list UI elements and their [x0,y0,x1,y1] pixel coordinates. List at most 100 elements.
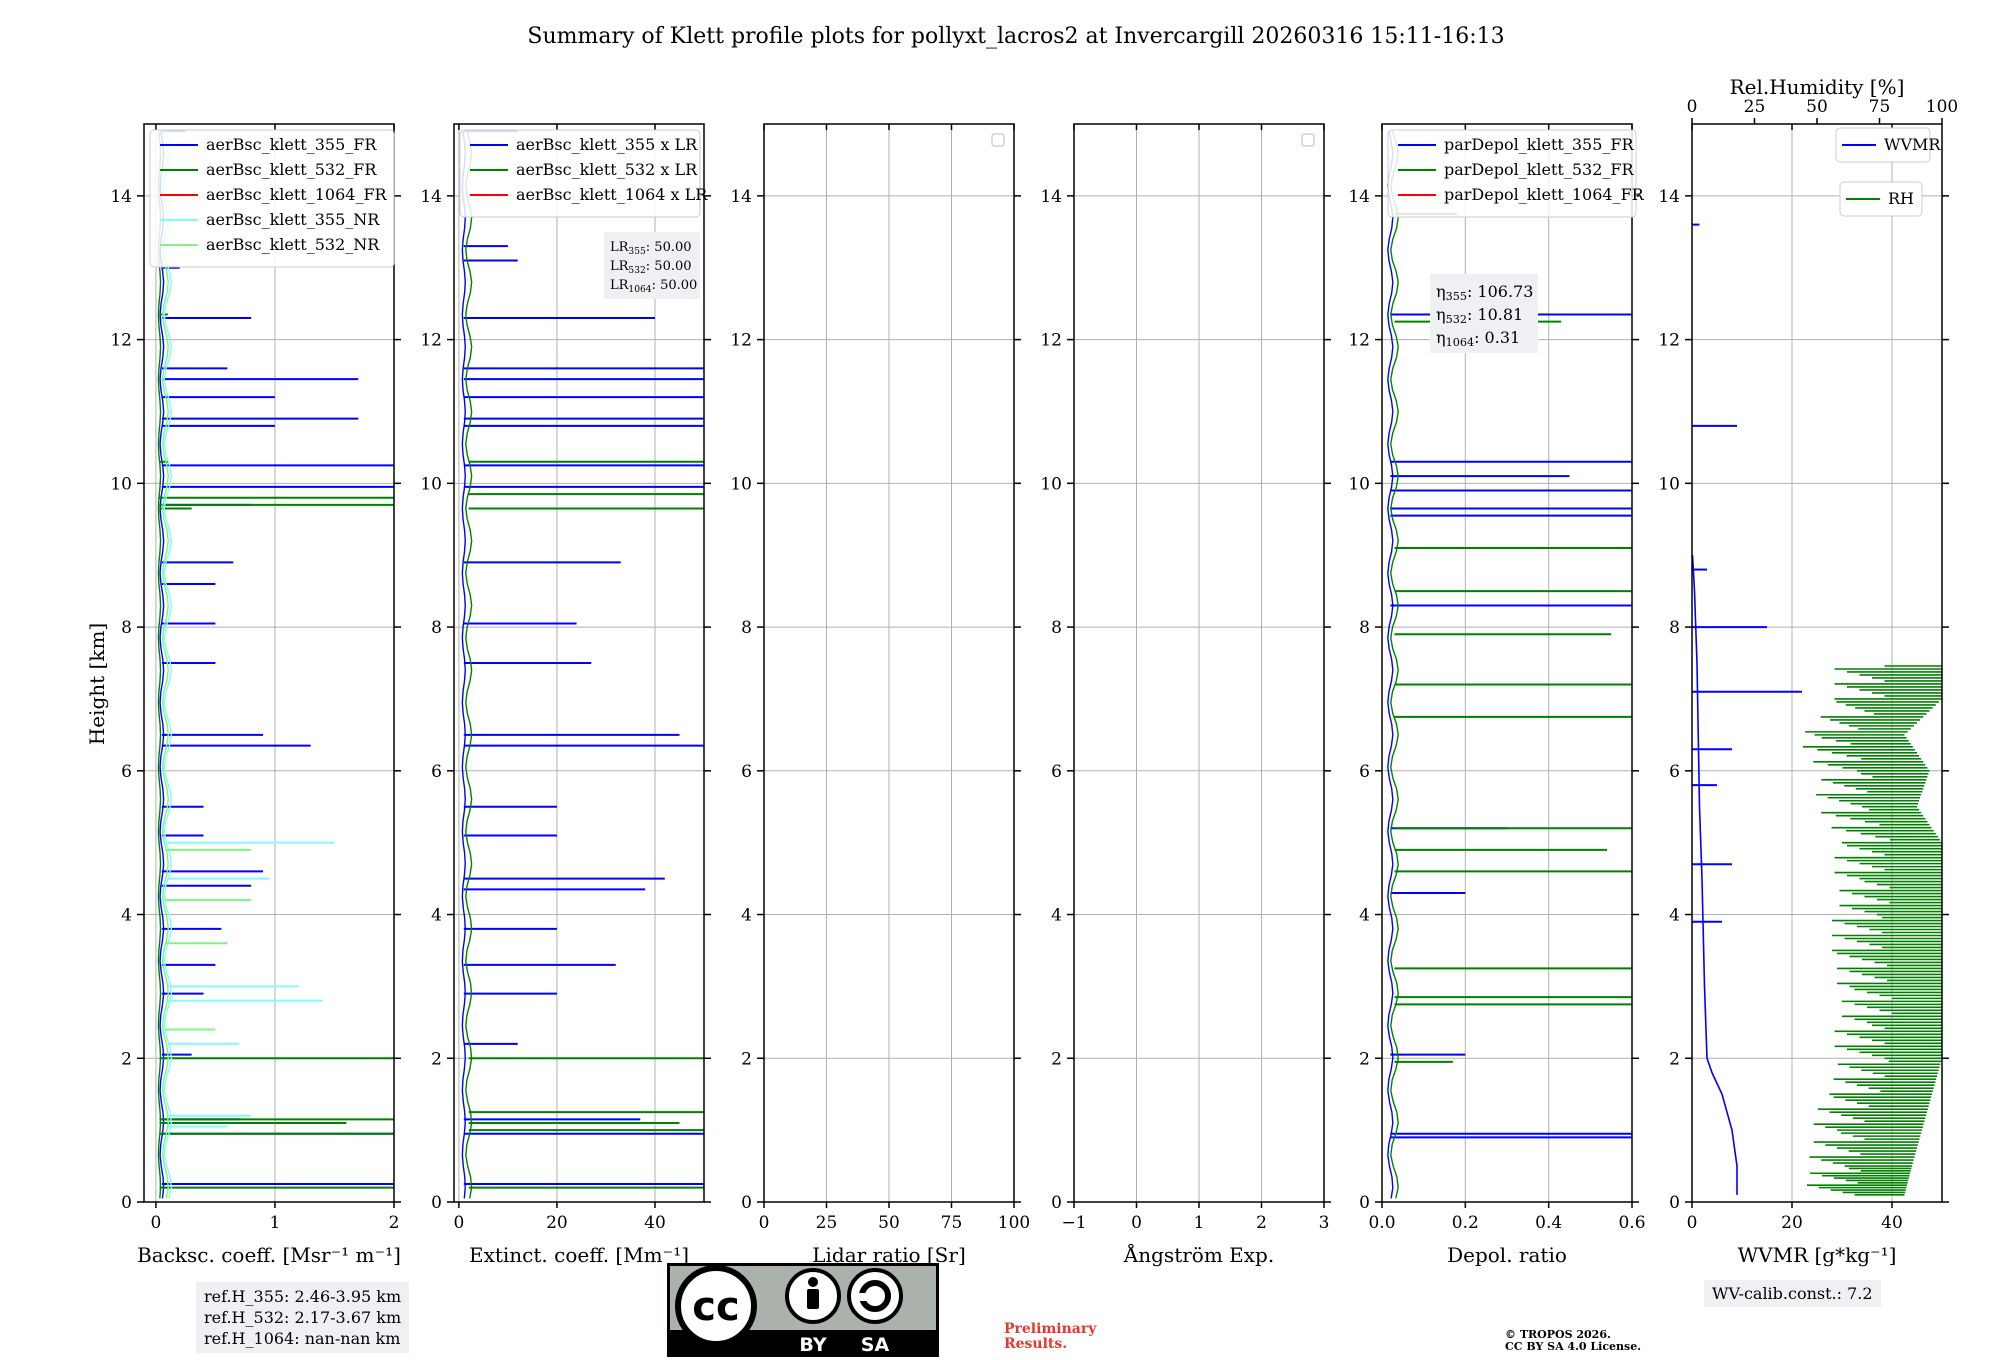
x-tick-label: −1 [1061,1213,1086,1233]
legend-entry: aerBsc_klett_1064_FR [206,185,388,204]
axes-frame [1073,123,1325,1203]
series-aerBsc_klett_355_FR-line [159,131,165,1199]
y-tick-label: 10 [1040,474,1062,494]
x-tick-label: 75 [941,1213,963,1233]
y-tick-label: 4 [741,906,752,926]
y-tick-label: 14 [730,187,752,207]
x-tick-label: 40 [1881,1213,1903,1233]
annotation-box [1430,274,1538,353]
legend-entry: aerBsc_klett_355 x LR [516,135,698,154]
x-tick-label: 0 [150,1213,161,1233]
copyright-line-2: CC BY SA 4.0 License. [1505,1340,1642,1353]
x-axis-label: Backsc. coeff. [Msr⁻¹ m⁻¹] [137,1243,401,1267]
top-tick-label: 25 [1744,97,1766,117]
x-tick-label: 0 [1131,1213,1142,1233]
y-tick-label: 10 [1348,474,1370,494]
x-tick-label: 20 [1781,1213,1803,1233]
y-tick-label: 12 [110,331,132,351]
y-tick-label: 12 [1040,331,1062,351]
y-tick-label: 6 [121,762,132,782]
empty-legend [1301,133,1315,147]
y-tick-label: 0 [431,1193,442,1213]
axes-frame [143,123,395,1203]
ref-height-1064: ref.H_1064: nan-nan km [204,1329,401,1348]
y-tick-label: 0 [741,1193,752,1213]
x-axis-label: WVMR [g*kg⁻¹] [1738,1243,1897,1267]
legend-entry: RH [1888,189,1914,208]
series-aerBsc_klett_355 x LR-line [461,131,466,1199]
panel-ext: 0 20 40 0 2 4 6 8 10 12 14 Extinct. coeff. [Mm⁻¹] ae… [420,123,711,1267]
legend-entry: aerBsc_klett_532_NR [206,235,380,254]
x-tick-label: 0 [453,1213,464,1233]
svg-text:cc: cc [692,1284,739,1330]
panel-wv: 0 20 40 0 2 4 6 8 10 12 14 WVMR [g*kg⁻¹] 0 25 50 75 100 R… [1658,75,1958,1267]
top-tick-label: 50 [1806,97,1828,117]
legend [149,129,395,268]
legend-entry: parDepol_klett_532_FR [1444,160,1635,179]
series-WVMR-line [1691,555,1738,1195]
legend [1839,181,1923,217]
y-tick-label: 6 [431,762,442,782]
y-tick-label: 8 [121,618,132,638]
y-tick-label: 4 [431,906,442,926]
y-tick-label: 2 [1359,1049,1370,1069]
annotation-line: LR532: 50.00 [610,259,692,276]
axes-frame [1381,123,1633,1203]
y-tick-label: 8 [431,618,442,638]
x-tick-label: 0.0 [1368,1213,1395,1233]
x-tick-label: 0.4 [1535,1213,1562,1233]
y-tick-label: 2 [741,1049,752,1069]
x-axis-label: Depol. ratio [1447,1243,1567,1267]
copyright-note: © TROPOS 2026. CC BY SA 4.0 License. [1505,1329,1641,1353]
y-tick-label: 12 [1658,331,1680,351]
copyright-line-1: © TROPOS 2026. [1505,1328,1611,1341]
series-aerBsc_klett_355_NR-line [163,130,173,1199]
legend-entry: aerBsc_klett_532 x LR [516,160,698,179]
x-tick-label: 100 [998,1213,1030,1233]
preliminary-line-2: Results. [1004,1336,1068,1352]
x-axis-label: Extinct. coeff. [Mm⁻¹] [469,1243,689,1267]
legend [459,129,701,218]
legend [1387,129,1637,218]
x-tick-label: 0 [759,1213,770,1233]
legend-entry: parDepol_klett_1064_FR [1444,185,1645,204]
empty-legend [991,133,1005,147]
y-tick-label: 10 [420,474,442,494]
reference-height-box: ref.H_355: 2.46-3.95 km ref.H_532: 2.17-… [196,1282,410,1353]
legend [1835,127,1931,163]
x-axis-label: Ångström Exp. [1123,1242,1274,1267]
y-tick-label: 0 [1359,1193,1370,1213]
x-tick-label: 3 [1319,1213,1330,1233]
y-tick-label: 14 [420,187,442,207]
top-tick-label: 100 [1926,97,1958,117]
panel-dep: 0.0 0.2 0.4 0.6 0 2 4 6 8 10 12 14 Depol. ratio parDe… [1348,123,1646,1267]
y-tick-label: 8 [1051,618,1062,638]
y-tick-label: 2 [1051,1049,1062,1069]
y-tick-label: 12 [420,331,442,351]
series-aerBsc_klett_532_FR-line [157,131,162,1199]
x-tick-label: 40 [644,1213,666,1233]
x-tick-label: 2 [1256,1213,1267,1233]
annotation-line: η1064: 0.31 [1436,328,1520,349]
annotation-line: LR355: 50.00 [610,240,692,257]
preliminary-results-note: Preliminary Results. [1004,1322,1096,1352]
legend-entry: aerBsc_klett_1064 x LR [516,185,708,204]
y-tick-label: 0 [1669,1193,1680,1213]
wv-calibration-box: WV-calib.const.: 7.2 [1704,1280,1881,1307]
top-axis-label: Rel.Humidity [%] [1730,75,1905,99]
annotation-line: LR1064: 50.00 [610,278,697,295]
y-tick-label: 4 [1359,906,1370,926]
y-tick-label: 14 [1040,187,1062,207]
axes-frame [763,123,1015,1203]
cc-by-sa-license-icon: cc BY SA [667,1263,939,1357]
legend-entry: WVMR [1884,135,1941,154]
cc-by-label: BY [799,1334,826,1356]
y-tick-label: 10 [110,474,132,494]
y-tick-label: 2 [1669,1049,1680,1069]
y-tick-label: 0 [1051,1193,1062,1213]
cc-sa-label: SA [861,1334,890,1356]
ref-height-532: ref.H_532: 2.17-3.67 km [204,1308,402,1327]
y-tick-label: 2 [121,1049,132,1069]
x-tick-label: 20 [546,1213,568,1233]
